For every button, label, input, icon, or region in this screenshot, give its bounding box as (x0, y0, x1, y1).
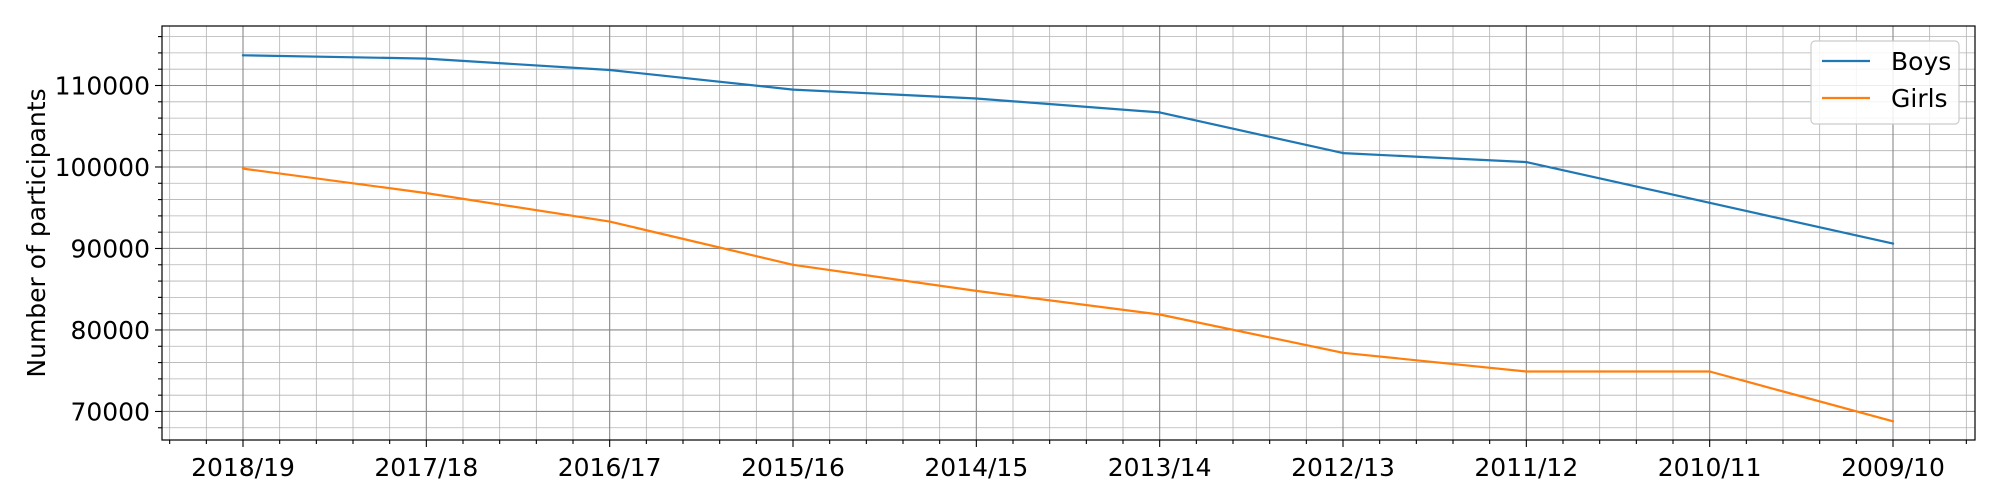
x-tick-label: 2011/12 (1474, 453, 1578, 482)
plot-frame (161, 25, 1976, 441)
y-axis-title: Number of participants (22, 88, 51, 377)
x-tick-label: 2012/13 (1291, 453, 1395, 482)
data-point-girls (241, 167, 245, 170)
data-point-boys (1891, 242, 1895, 245)
x-tick-label: 2009/10 (1841, 453, 1945, 482)
data-point-girls (791, 263, 795, 266)
x-tick-label: 2015/16 (741, 453, 845, 482)
data-point-girls (1158, 313, 1161, 316)
data-point-boys (1341, 151, 1345, 155)
y-tick-label: 90000 (70, 234, 150, 263)
x-tick-label: 2014/15 (924, 453, 1028, 482)
x-tick-label: 2013/14 (1108, 453, 1212, 482)
x-tick-label: 2018/19 (191, 453, 295, 482)
data-point-boys (1525, 160, 1528, 164)
data-point-boys (975, 97, 978, 100)
data-point-boys (425, 57, 428, 60)
series-line-boys (242, 54, 1894, 245)
y-axis-tick-labels: 70000 80000 90000 100000 110000 (55, 71, 150, 426)
axis-ticks (155, 36, 1967, 447)
data-point-girls (425, 191, 428, 195)
x-axis-tick-labels: 2018/19 2017/18 2016/17 2015/16 2014/15 2013/… (191, 453, 1945, 482)
series-line-girls (242, 167, 1894, 423)
x-tick-label: 2010/11 (1658, 453, 1762, 482)
data-point-girls (1525, 370, 1528, 373)
data-point-girls (1708, 370, 1711, 373)
data-point-boys (791, 88, 795, 91)
y-tick-label: 70000 (70, 397, 150, 426)
series-lines (241, 54, 1895, 423)
data-point-boys (608, 68, 611, 72)
y-tick-label: 100000 (55, 153, 150, 182)
data-point-girls (1341, 351, 1345, 354)
legend-label-girls: Girls (1891, 84, 1948, 113)
major-gridlines (162, 26, 1975, 440)
legend-label-boys: Boys (1891, 47, 1951, 76)
y-tick-label: 110000 (55, 71, 150, 100)
legend: Boys Girls (1810, 40, 1960, 125)
x-tick-label: 2017/18 (374, 453, 478, 482)
data-point-boys (1158, 111, 1161, 114)
data-point-girls (1891, 420, 1895, 423)
y-tick-label: 80000 (70, 316, 150, 345)
data-point-girls (608, 220, 611, 223)
x-tick-label: 2016/17 (558, 453, 662, 482)
data-point-boys (1708, 201, 1711, 205)
data-point-boys (241, 54, 245, 57)
data-point-girls (975, 289, 978, 293)
minor-gridlines (162, 26, 1975, 440)
